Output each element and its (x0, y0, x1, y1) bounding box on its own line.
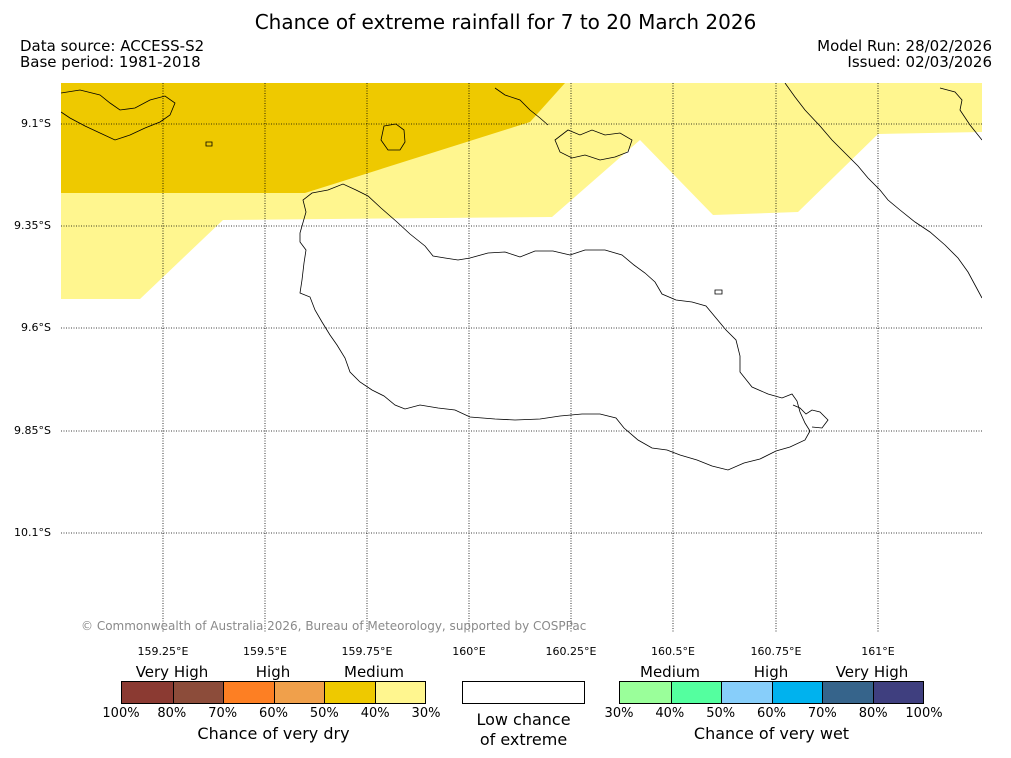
dry-tick-label: 60% (259, 706, 288, 721)
ngella-island-coast (380, 123, 406, 151)
dry-tick-label: 50% (309, 706, 339, 721)
dry-tick-label: 30% (411, 706, 441, 721)
wet-tick-label: 40% (655, 706, 685, 721)
wet-tick-label: 30% (604, 706, 634, 721)
wet-tick-label: 80% (858, 706, 888, 721)
wet-color-swatch (620, 682, 671, 703)
shading-medium-dry (61, 83, 565, 193)
dry-color-swatch (273, 682, 324, 703)
dry-color-swatch (172, 682, 223, 703)
savo-island-coast (205, 141, 213, 147)
wet-legend-title: Chance of very wet (693, 724, 850, 743)
dry-tick-label: 80% (157, 706, 187, 721)
dry-category-label: High (255, 663, 291, 681)
wet-category-label: High (753, 663, 789, 681)
dry-tick-label: 100% (102, 706, 140, 721)
dry-tick-label: 40% (360, 706, 390, 721)
marau-islands-coast (792, 404, 829, 429)
central-islands-coast (61, 89, 176, 141)
wet-color-swatch (822, 682, 873, 703)
dry-color-swatch (374, 682, 425, 703)
lon-label: 160.5°E (651, 645, 695, 658)
dry-category-label: Very High (135, 663, 209, 681)
dry-tick-label: 70% (208, 706, 238, 721)
wet-color-swatch (721, 682, 772, 703)
lon-label: 159.25°E (137, 645, 189, 658)
shading-low-dry-east (560, 83, 982, 215)
shading-low-dry-west (61, 193, 223, 299)
coastlines (61, 83, 982, 471)
dry-color-swatch (324, 682, 375, 703)
lat-label: 9.6°S (21, 321, 51, 334)
russell-islands-coast (494, 87, 549, 126)
guadalcanal-coast (299, 183, 811, 471)
neutral-legend-label: Low chance of extreme (462, 710, 585, 750)
lon-label: 160°E (452, 645, 486, 658)
lat-label: 9.85°S (14, 424, 51, 437)
neutral-legend-box (462, 681, 585, 704)
map-title: Chance of extreme rainfall for 7 to 20 M… (254, 10, 757, 34)
wet-tick-label: 50% (706, 706, 736, 721)
florida-islands-coast (554, 129, 633, 161)
wet-tick-label: 70% (807, 706, 837, 721)
lat-label: 9.1°S (21, 117, 51, 130)
dry-color-swatch (223, 682, 274, 703)
lon-label: 159.5°E (243, 645, 287, 658)
issued-date: Issued: 02/03/2026 (847, 53, 992, 71)
model-run: Model Run: 28/02/2026 (817, 37, 992, 55)
source-info: Data source: ACCESS-S2 Base period: 1981… (20, 38, 204, 70)
dry-colorbar (121, 681, 426, 704)
graticule (61, 83, 982, 633)
lon-label: 160.25°E (545, 645, 597, 658)
reef-islet-coast (714, 289, 723, 295)
malaita-north-coast (939, 87, 982, 141)
neutral-label-line2: of extreme (479, 730, 568, 749)
wet-color-swatch (771, 682, 822, 703)
run-info: Model Run: 28/02/2026 Issued: 02/03/2026 (817, 38, 992, 70)
lon-label: 161°E (861, 645, 895, 658)
lon-label: 159.75°E (341, 645, 393, 658)
lat-label: 10.1°S (14, 526, 51, 539)
base-period: Base period: 1981-2018 (20, 53, 201, 71)
wet-tick-label: 60% (757, 706, 786, 721)
wet-color-swatch (872, 682, 923, 703)
malaita-coast (784, 83, 982, 299)
lon-label: 160.75°E (750, 645, 802, 658)
wet-color-swatch (670, 682, 721, 703)
map-panel (61, 83, 982, 633)
wet-colorbar (619, 681, 924, 704)
lat-label: 9.35°S (14, 219, 51, 232)
wet-category-label: Very High (835, 663, 909, 681)
neutral-label-line1: Low chance (476, 710, 571, 729)
wet-category-label: Medium (640, 663, 700, 681)
wet-tick-label: 100% (905, 706, 943, 721)
data-source: Data source: ACCESS-S2 (20, 37, 205, 55)
copyright-notice: © Commonwealth of Australia 2026, Bureau… (81, 619, 587, 633)
dry-color-swatch (122, 682, 173, 703)
dry-category-label: Medium (344, 663, 404, 681)
dry-legend-title: Chance of very dry (197, 724, 350, 743)
